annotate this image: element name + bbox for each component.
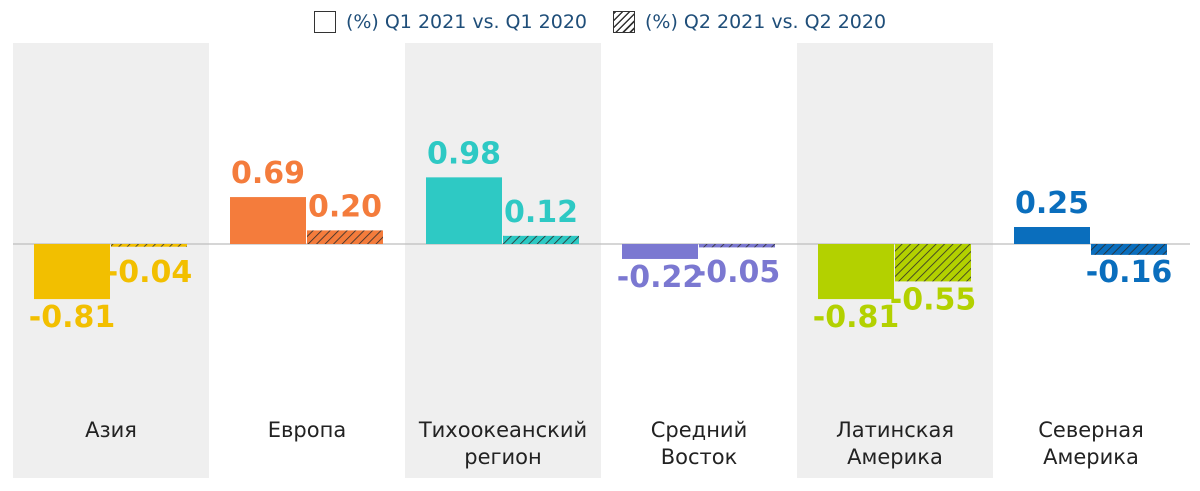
value-label: -0.04: [106, 255, 192, 290]
bar-q1: [426, 177, 502, 244]
category-label: Америка: [847, 445, 943, 469]
category-label: Тихоокеанский: [418, 418, 587, 442]
bar-q1: [818, 244, 894, 300]
bar-q1: [230, 197, 306, 244]
legend-label-q2: (%) Q2 2021 vs. Q2 2020: [645, 11, 887, 33]
bar-q2: [1091, 244, 1167, 255]
category-label: Европа: [268, 418, 346, 442]
category-label: Латинская: [836, 418, 954, 442]
category-band: [405, 43, 601, 478]
bar-q1: [1014, 227, 1090, 244]
value-label: -0.22: [617, 260, 703, 295]
value-label: -0.16: [1086, 255, 1172, 290]
bar-q1: [622, 244, 698, 259]
value-label: -0.05: [694, 255, 780, 290]
category-label: Северная: [1038, 418, 1143, 442]
category-label: Средний: [651, 418, 747, 442]
value-label: 0.25: [1015, 186, 1089, 221]
legend-swatch-solid: [313, 11, 336, 33]
category-label: Азия: [85, 418, 137, 442]
category-label: Восток: [661, 445, 738, 469]
value-label: 0.12: [504, 195, 578, 230]
bar-q2: [503, 235, 579, 244]
category-label: Америка: [1043, 445, 1139, 469]
bar-q2: [111, 244, 187, 247]
chart-legend: (%) Q1 2021 vs. Q1 2020 (%) Q2 2021 vs. …: [0, 6, 1200, 38]
value-label: 0.20: [308, 189, 382, 224]
value-label: 0.69: [231, 156, 305, 191]
value-label: 0.98: [427, 136, 501, 171]
category-label: регион: [464, 445, 542, 469]
legend-item-q2: (%) Q2 2021 vs. Q2 2020: [613, 11, 886, 33]
legend-swatch-hatched: [613, 11, 635, 33]
bar-q1: [34, 244, 110, 300]
legend-item-q1: (%) Q1 2021 vs. Q1 2020: [313, 11, 587, 33]
bar-q2: [699, 244, 775, 248]
value-label: -0.81: [29, 300, 115, 335]
bar-q2: [307, 230, 383, 244]
value-label: -0.55: [890, 282, 976, 317]
legend-label-q1: (%) Q1 2021 vs. Q1 2020: [345, 11, 587, 33]
value-label: -0.81: [813, 300, 899, 335]
bar-q2: [895, 244, 971, 282]
